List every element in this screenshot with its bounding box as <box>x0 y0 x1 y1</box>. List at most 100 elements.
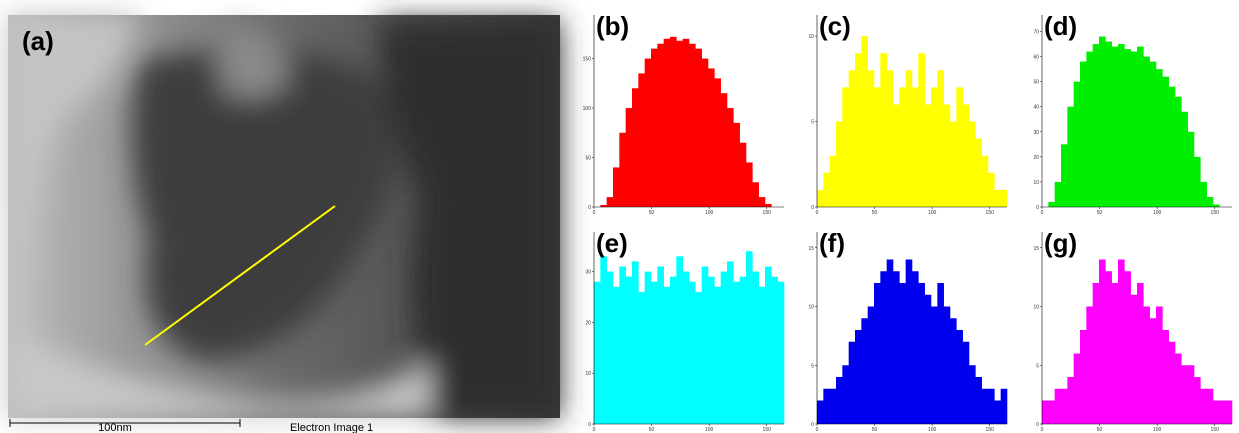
y-tick-label: 50 <box>1033 80 1039 86</box>
bar <box>1162 76 1169 207</box>
bar <box>771 276 778 424</box>
bar <box>1086 306 1093 424</box>
y-tick-label: 15 <box>1033 246 1039 252</box>
x-tick-label: 100 <box>705 210 714 216</box>
x-tick-label: 100 <box>928 427 937 433</box>
bar <box>975 138 982 207</box>
y-tick-label: 70 <box>1033 30 1039 36</box>
panel-label: (b) <box>596 11 629 41</box>
bar <box>1092 44 1100 207</box>
bar <box>950 318 957 424</box>
bar <box>638 73 645 207</box>
bar <box>1175 353 1182 424</box>
bar <box>1099 259 1106 424</box>
bar <box>874 283 881 424</box>
bar <box>1130 294 1138 424</box>
bar <box>842 365 849 424</box>
y-tick-label: 20 <box>585 320 591 326</box>
bar <box>1219 400 1226 424</box>
bar <box>695 291 702 424</box>
bar <box>975 377 982 424</box>
bar <box>663 286 671 424</box>
bar <box>1086 51 1093 207</box>
bar <box>1181 365 1188 424</box>
bar <box>714 286 721 424</box>
x-tick-label: 100 <box>1153 210 1162 216</box>
x-tick-label: 50 <box>872 427 878 433</box>
bar <box>739 142 747 207</box>
bar <box>931 87 938 207</box>
bar <box>905 259 913 424</box>
y-tick-label: 60 <box>1033 55 1039 61</box>
bar <box>817 400 824 424</box>
bar <box>1000 189 1008 207</box>
panel-label: (c) <box>819 11 851 41</box>
bar <box>758 197 766 207</box>
y-tick-label: 10 <box>585 371 591 377</box>
bar <box>777 281 785 424</box>
bar <box>701 58 709 207</box>
bar <box>855 330 862 424</box>
bar <box>613 167 620 207</box>
bar <box>657 266 664 424</box>
bar <box>1080 61 1087 207</box>
bar <box>880 53 887 207</box>
bar <box>606 271 614 424</box>
bar <box>937 283 944 424</box>
bar <box>956 87 963 207</box>
bar <box>676 256 683 424</box>
bar <box>969 365 976 424</box>
y-tick-label: 10 <box>1033 180 1039 186</box>
bar <box>836 377 843 424</box>
panel-label: (a) <box>22 26 54 56</box>
bar <box>765 204 772 207</box>
x-tick-label: 0 <box>1041 427 1044 433</box>
bar <box>1213 400 1220 424</box>
bar <box>988 172 995 207</box>
bar <box>1200 388 1207 424</box>
bar <box>689 281 696 424</box>
chart: 0 50 100 150 0 50 100 150 (b) <box>583 11 784 216</box>
x-tick-label: 150 <box>1211 210 1220 216</box>
bar <box>1187 131 1195 207</box>
bar <box>931 306 938 424</box>
bar <box>644 271 652 424</box>
bar <box>600 256 607 424</box>
bar <box>1206 196 1214 207</box>
bar <box>1048 400 1055 424</box>
bar <box>657 43 664 207</box>
bar <box>708 68 715 207</box>
bar <box>1156 306 1163 424</box>
y-tick-label: 0 <box>588 205 591 211</box>
bar <box>1118 44 1125 207</box>
bar <box>981 155 989 207</box>
bar <box>1105 41 1112 208</box>
bar <box>1194 156 1201 207</box>
bar <box>676 40 683 208</box>
y-tick-label: 0 <box>1036 422 1039 428</box>
bar <box>981 388 989 424</box>
panel-label: (d) <box>1044 11 1077 41</box>
y-tick-label: 150 <box>583 57 592 63</box>
bar <box>848 341 856 424</box>
x-tick-label: 150 <box>986 210 995 216</box>
bar <box>918 283 925 424</box>
bar <box>1105 271 1112 424</box>
bar <box>701 266 709 424</box>
bar <box>1080 330 1087 424</box>
y-tick-label: 0 <box>1036 205 1039 211</box>
bar <box>823 172 830 207</box>
bar <box>886 70 894 207</box>
x-tick-label: 50 <box>649 210 655 216</box>
bar <box>912 87 919 207</box>
bar <box>1130 51 1138 207</box>
bar <box>1162 330 1169 424</box>
bar <box>829 155 837 207</box>
bar <box>625 108 633 207</box>
scale-label: 100nm <box>98 422 132 433</box>
bar <box>746 162 753 207</box>
x-tick-label: 150 <box>763 210 772 216</box>
